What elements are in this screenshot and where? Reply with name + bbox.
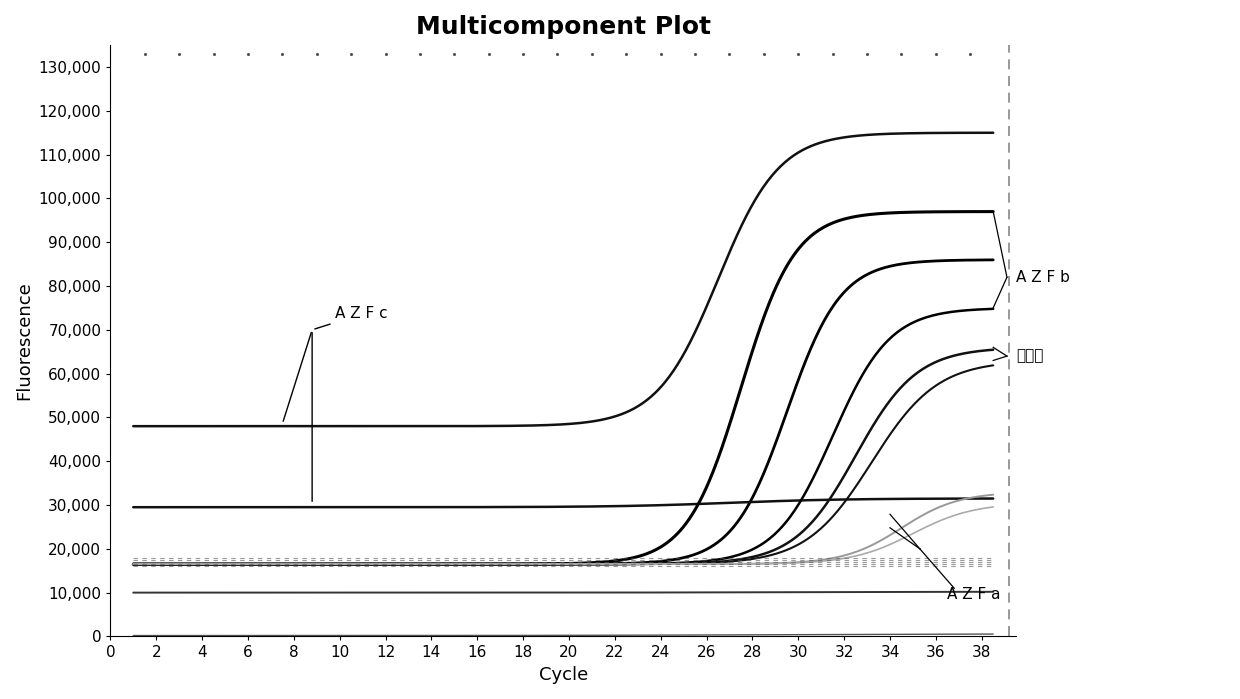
X-axis label: Cycle: Cycle [538,666,588,684]
Text: A Z F c: A Z F c [335,306,388,321]
Text: 空白组: 空白组 [1016,349,1044,363]
Text: A Z F a: A Z F a [947,587,1001,603]
Y-axis label: Fluorescence: Fluorescence [15,282,33,400]
Text: A Z F b: A Z F b [1016,270,1070,284]
Title: Multicomponent Plot: Multicomponent Plot [415,15,711,39]
